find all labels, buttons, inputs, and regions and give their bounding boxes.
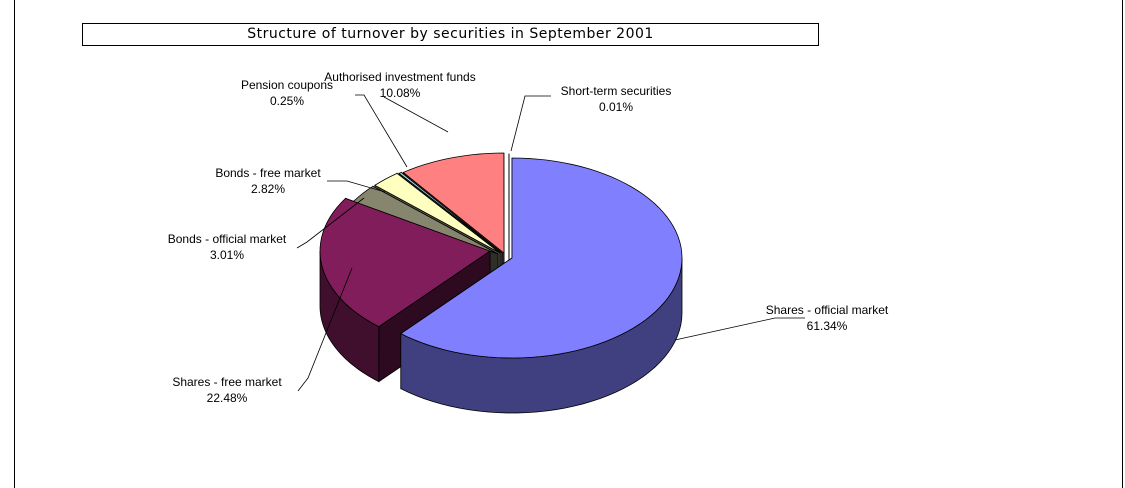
leader-lines bbox=[296, 94, 805, 392]
slice-5 bbox=[402, 152, 505, 254]
slice-3 bbox=[374, 172, 501, 254]
slice-value-3: 2.82% bbox=[251, 182, 285, 196]
slice-label-3: Bonds - free market bbox=[215, 166, 321, 180]
chart-title: Structure of turnover by securities in S… bbox=[82, 23, 819, 46]
leader-line-6 bbox=[510, 95, 551, 152]
leader-line-1 bbox=[297, 267, 353, 392]
slice-1 bbox=[319, 197, 491, 328]
slice-value-5: 10.08% bbox=[380, 86, 421, 100]
leader-line-2 bbox=[296, 197, 365, 249]
slice-value-4: 0.25% bbox=[270, 94, 304, 108]
slice-value-1: 22.48% bbox=[207, 391, 248, 405]
leader-line-3 bbox=[327, 180, 386, 193]
slice-value-2: 3.01% bbox=[210, 248, 244, 262]
slice-value-6: 0.01% bbox=[599, 100, 633, 114]
slice-label-5: Authorised investment funds bbox=[324, 70, 475, 84]
chart-frame bbox=[14, 0, 1123, 488]
pie-tops bbox=[319, 152, 683, 359]
leader-line-4 bbox=[355, 94, 408, 168]
slice-0 bbox=[400, 157, 683, 359]
slice-4 bbox=[398, 171, 503, 254]
leader-line-5 bbox=[383, 96, 449, 133]
leader-line-0 bbox=[674, 317, 805, 341]
slice-label-1: Shares - free market bbox=[172, 375, 282, 389]
slice-labels: Shares - official market 61.34% Shares - f… bbox=[168, 70, 889, 405]
slice-value-0: 61.34% bbox=[807, 319, 848, 333]
slice-label-4: Pension coupons bbox=[241, 78, 333, 92]
slice-label-6: Short-term securities bbox=[561, 84, 672, 98]
slice-label-2: Bonds - official market bbox=[168, 232, 287, 246]
slice-label-0: Shares - official market bbox=[766, 303, 889, 317]
slice-2 bbox=[352, 185, 499, 255]
